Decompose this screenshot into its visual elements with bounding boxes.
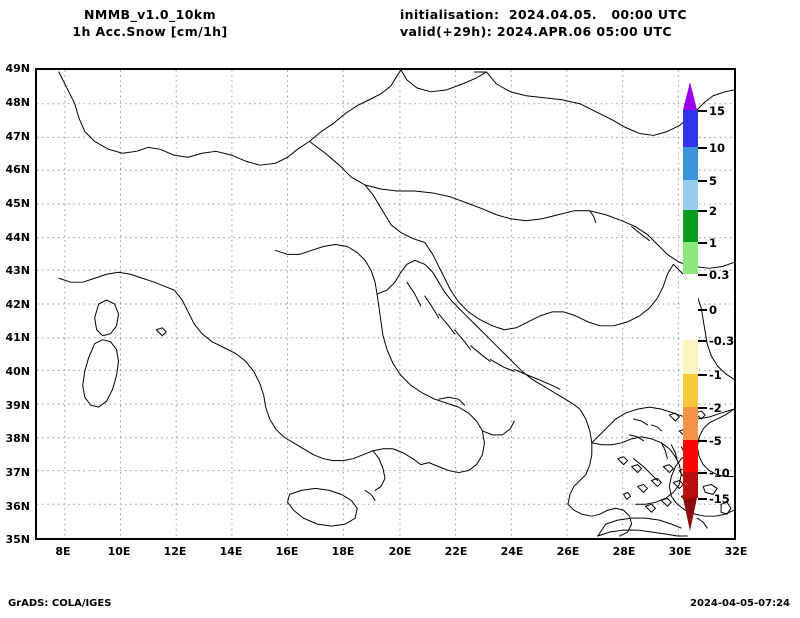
colorbar-label-neg10: -10 [709,466,730,480]
x-tick-12E: 12E [163,545,187,558]
valid-time-label: valid(+29h): 2024.APR.06 05:00 UTC [400,24,672,39]
y-tick-45N: 45N [5,197,30,210]
colorbar-dash-2 [698,210,707,212]
map-coastlines-and-borders [58,70,734,537]
colorbar-band-5-10 [683,147,698,180]
colorbar-dash-neg15 [698,498,707,500]
colorbar-arrow-max [683,82,697,110]
colorbar-dash-5 [698,180,707,182]
y-tick-36N: 36N [5,500,30,513]
x-tick-18E: 18E [331,545,355,558]
y-tick-48N: 48N [5,96,30,109]
x-tick-14E: 14E [219,545,243,558]
colorbar-label-neg03: -0.3 [709,334,735,348]
map-gridlines [37,70,734,538]
colorbar-label-10: 10 [709,141,726,155]
colorbar-dash-neg10 [698,472,707,474]
x-tick-16E: 16E [275,545,299,558]
colorbar-band-neg5-neg2 [683,407,698,440]
colorbar-dash-0 [698,309,707,311]
x-tick-22E: 22E [444,545,468,558]
header-right-block: initialisation: 2024.04.05. 00:00 UTC va… [400,6,780,40]
colorbar-label-0: 0 [709,303,718,317]
render-timestamp: 2024-04-05-07:24 [690,598,790,609]
x-tick-10E: 10E [107,545,131,558]
colorbar-band-03-1 [683,242,698,274]
y-tick-44N: 44N [5,231,30,244]
header-left-block: NMMB_v1.0_10km 1h Acc.Snow [cm/1h] [0,6,300,40]
colorbar-band-neg1-neg03 [683,340,698,374]
colorbar-band-neg15-neg10 [683,472,698,498]
y-tick-47N: 47N [5,130,30,143]
colorbar-arrow-min [683,498,697,531]
y-tick-42N: 42N [5,298,30,311]
colorbar-band-neg10-neg5 [683,440,698,472]
colorbar-label-neg5: -5 [709,434,722,448]
colorbar-dash-1 [698,242,707,244]
colorbar-label-5: 5 [709,174,718,188]
y-tick-43N: 43N [5,264,30,277]
y-tick-35N: 35N [5,533,30,546]
y-tick-41N: 41N [5,331,30,344]
x-tick-26E: 26E [556,545,580,558]
map-plot-area[interactable] [35,68,736,540]
colorbar-label-2: 2 [709,204,718,218]
colorbar-dash-neg2 [698,407,707,409]
y-tick-39N: 39N [5,399,30,412]
y-tick-38N: 38N [5,432,30,445]
x-tick-28E: 28E [612,545,636,558]
x-tick-8E: 8E [55,545,71,558]
colorbar-label-neg15: -15 [709,492,730,506]
y-tick-40N: 40N [5,365,30,378]
colorbar-label-neg1: -1 [709,368,722,382]
model-name-label: NMMB_v1.0_10km [84,7,216,22]
colorbar-dash-03 [698,274,707,276]
colorbar-band-0-03 [683,274,698,309]
map-canvas [37,70,734,538]
colorbar-band-10-15 [683,110,698,147]
x-tick-30E: 30E [668,545,692,558]
grads-credit-label: GrADS: COLA/IGES [8,598,112,609]
colorbar-dash-10 [698,147,707,149]
y-tick-37N: 37N [5,466,30,479]
y-tick-49N: 49N [5,62,30,75]
x-tick-20E: 20E [388,545,412,558]
colorbar-label-03: 0.3 [709,268,730,282]
field-name-label: 1h Acc.Snow [cm/1h] [72,24,228,39]
colorbar[interactable] [683,82,698,531]
colorbar-label-15: 15 [709,104,726,118]
colorbar-label-1: 1 [709,236,718,250]
colorbar-dash-neg1 [698,374,707,376]
x-tick-32E: 32E [724,545,748,558]
initialisation-label: initialisation: 2024.04.05. 00:00 UTC [400,7,687,22]
colorbar-band-2-5 [683,180,698,210]
y-tick-46N: 46N [5,163,30,176]
colorbar-dash-neg03 [698,340,707,342]
colorbar-band-neg03-0 [683,309,698,340]
colorbar-band-neg2-neg1 [683,374,698,407]
colorbar-dash-neg5 [698,440,707,442]
colorbar-band-1-2 [683,210,698,242]
x-tick-24E: 24E [500,545,524,558]
colorbar-dash-15 [698,110,707,112]
colorbar-label-neg2: -2 [709,401,722,415]
